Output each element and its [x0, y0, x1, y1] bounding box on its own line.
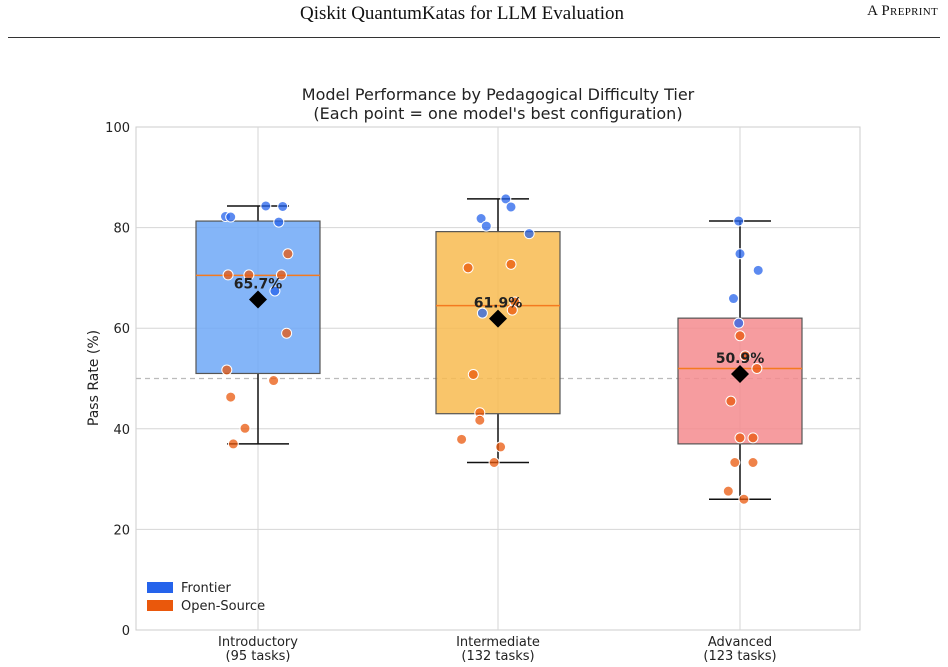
data-point [480, 220, 492, 232]
data-point [733, 215, 745, 227]
data-point [725, 395, 737, 407]
data-point [751, 362, 763, 374]
data-point [227, 438, 239, 450]
data-point [239, 422, 251, 434]
mean-marker [249, 290, 267, 309]
legend-swatch [147, 600, 173, 611]
data-point [729, 457, 741, 469]
data-point [269, 285, 281, 297]
data-point [476, 307, 488, 319]
data-point [475, 213, 487, 225]
page-header: Qiskit QuantumKatas for LLM Evaluation A… [0, 0, 948, 40]
mean-label: 50.9% [716, 351, 765, 367]
data-point [225, 211, 237, 223]
legend-swatch [147, 582, 173, 593]
preprint-tag: A Preprint [867, 3, 938, 19]
x-tick-sublabel: (132 tasks) [461, 649, 534, 664]
data-point [505, 258, 517, 270]
data-point [747, 457, 759, 469]
chart-subtitle: (Each point = one model's best configura… [313, 104, 682, 123]
y-tick-label: 60 [113, 322, 130, 337]
data-point [260, 200, 272, 212]
chart-title: Model Performance by Pedagogical Difficu… [302, 85, 695, 104]
running-title: Qiskit QuantumKatas for LLM Evaluation [300, 3, 624, 24]
data-point [734, 330, 746, 342]
data-point [221, 364, 233, 376]
x-tick-label: Intermediate [456, 635, 540, 650]
y-tick-label: 0 [122, 624, 130, 639]
data-point [523, 228, 535, 240]
data-point [467, 368, 479, 380]
legend-label: Open-Source [181, 599, 265, 614]
data-point [225, 391, 237, 403]
mean-marker [489, 309, 507, 328]
data-point [728, 293, 739, 305]
data-point [281, 327, 293, 339]
means: 65.7% 61.9% 50.9% [234, 277, 765, 383]
y-tick-label: 100 [105, 121, 130, 136]
data-point [752, 264, 764, 276]
x-tick-label: Advanced [708, 635, 772, 650]
data-point [495, 441, 507, 453]
data-point [733, 317, 745, 329]
axes: 0 20 40 60 80 100 Introductory(95 tasks) Interm… [105, 121, 776, 664]
header-rule [8, 37, 940, 38]
legend-label: Frontier [181, 581, 231, 596]
data-point [462, 262, 474, 274]
data-point [505, 201, 517, 213]
x-tick-sublabel: (95 tasks) [226, 649, 291, 664]
y-tick-label: 40 [113, 423, 130, 438]
data-point [273, 216, 285, 228]
data-point [456, 433, 468, 445]
data-point [222, 269, 234, 281]
y-tick-label: 20 [113, 523, 130, 538]
data-point [474, 414, 486, 426]
data-point [506, 304, 518, 316]
points [220, 193, 764, 505]
x-tick-sublabel: (123 tasks) [703, 649, 776, 664]
data-point [243, 269, 255, 281]
data-point [488, 457, 500, 469]
box-plot-chart: Model Performance by Pedagogical Difficu… [86, 85, 861, 664]
data-point [500, 193, 512, 205]
mean-label: 61.9% [474, 296, 523, 312]
data-point [722, 485, 734, 497]
data-point [268, 375, 280, 387]
y-tick-label: 80 [113, 222, 130, 237]
mean-marker [731, 364, 749, 383]
data-point [282, 248, 294, 260]
data-point [747, 432, 759, 444]
data-point [734, 248, 746, 260]
data-point [734, 432, 746, 444]
data-point [275, 269, 287, 281]
data-point [739, 350, 751, 362]
mean-label: 65.7% [234, 277, 283, 293]
x-tick-label: Introductory [218, 635, 298, 650]
data-point [738, 493, 750, 505]
legend: Frontier Open-Source [147, 581, 265, 614]
data-point [277, 200, 289, 212]
y-axis-label: Pass Rate (%) [86, 330, 102, 426]
